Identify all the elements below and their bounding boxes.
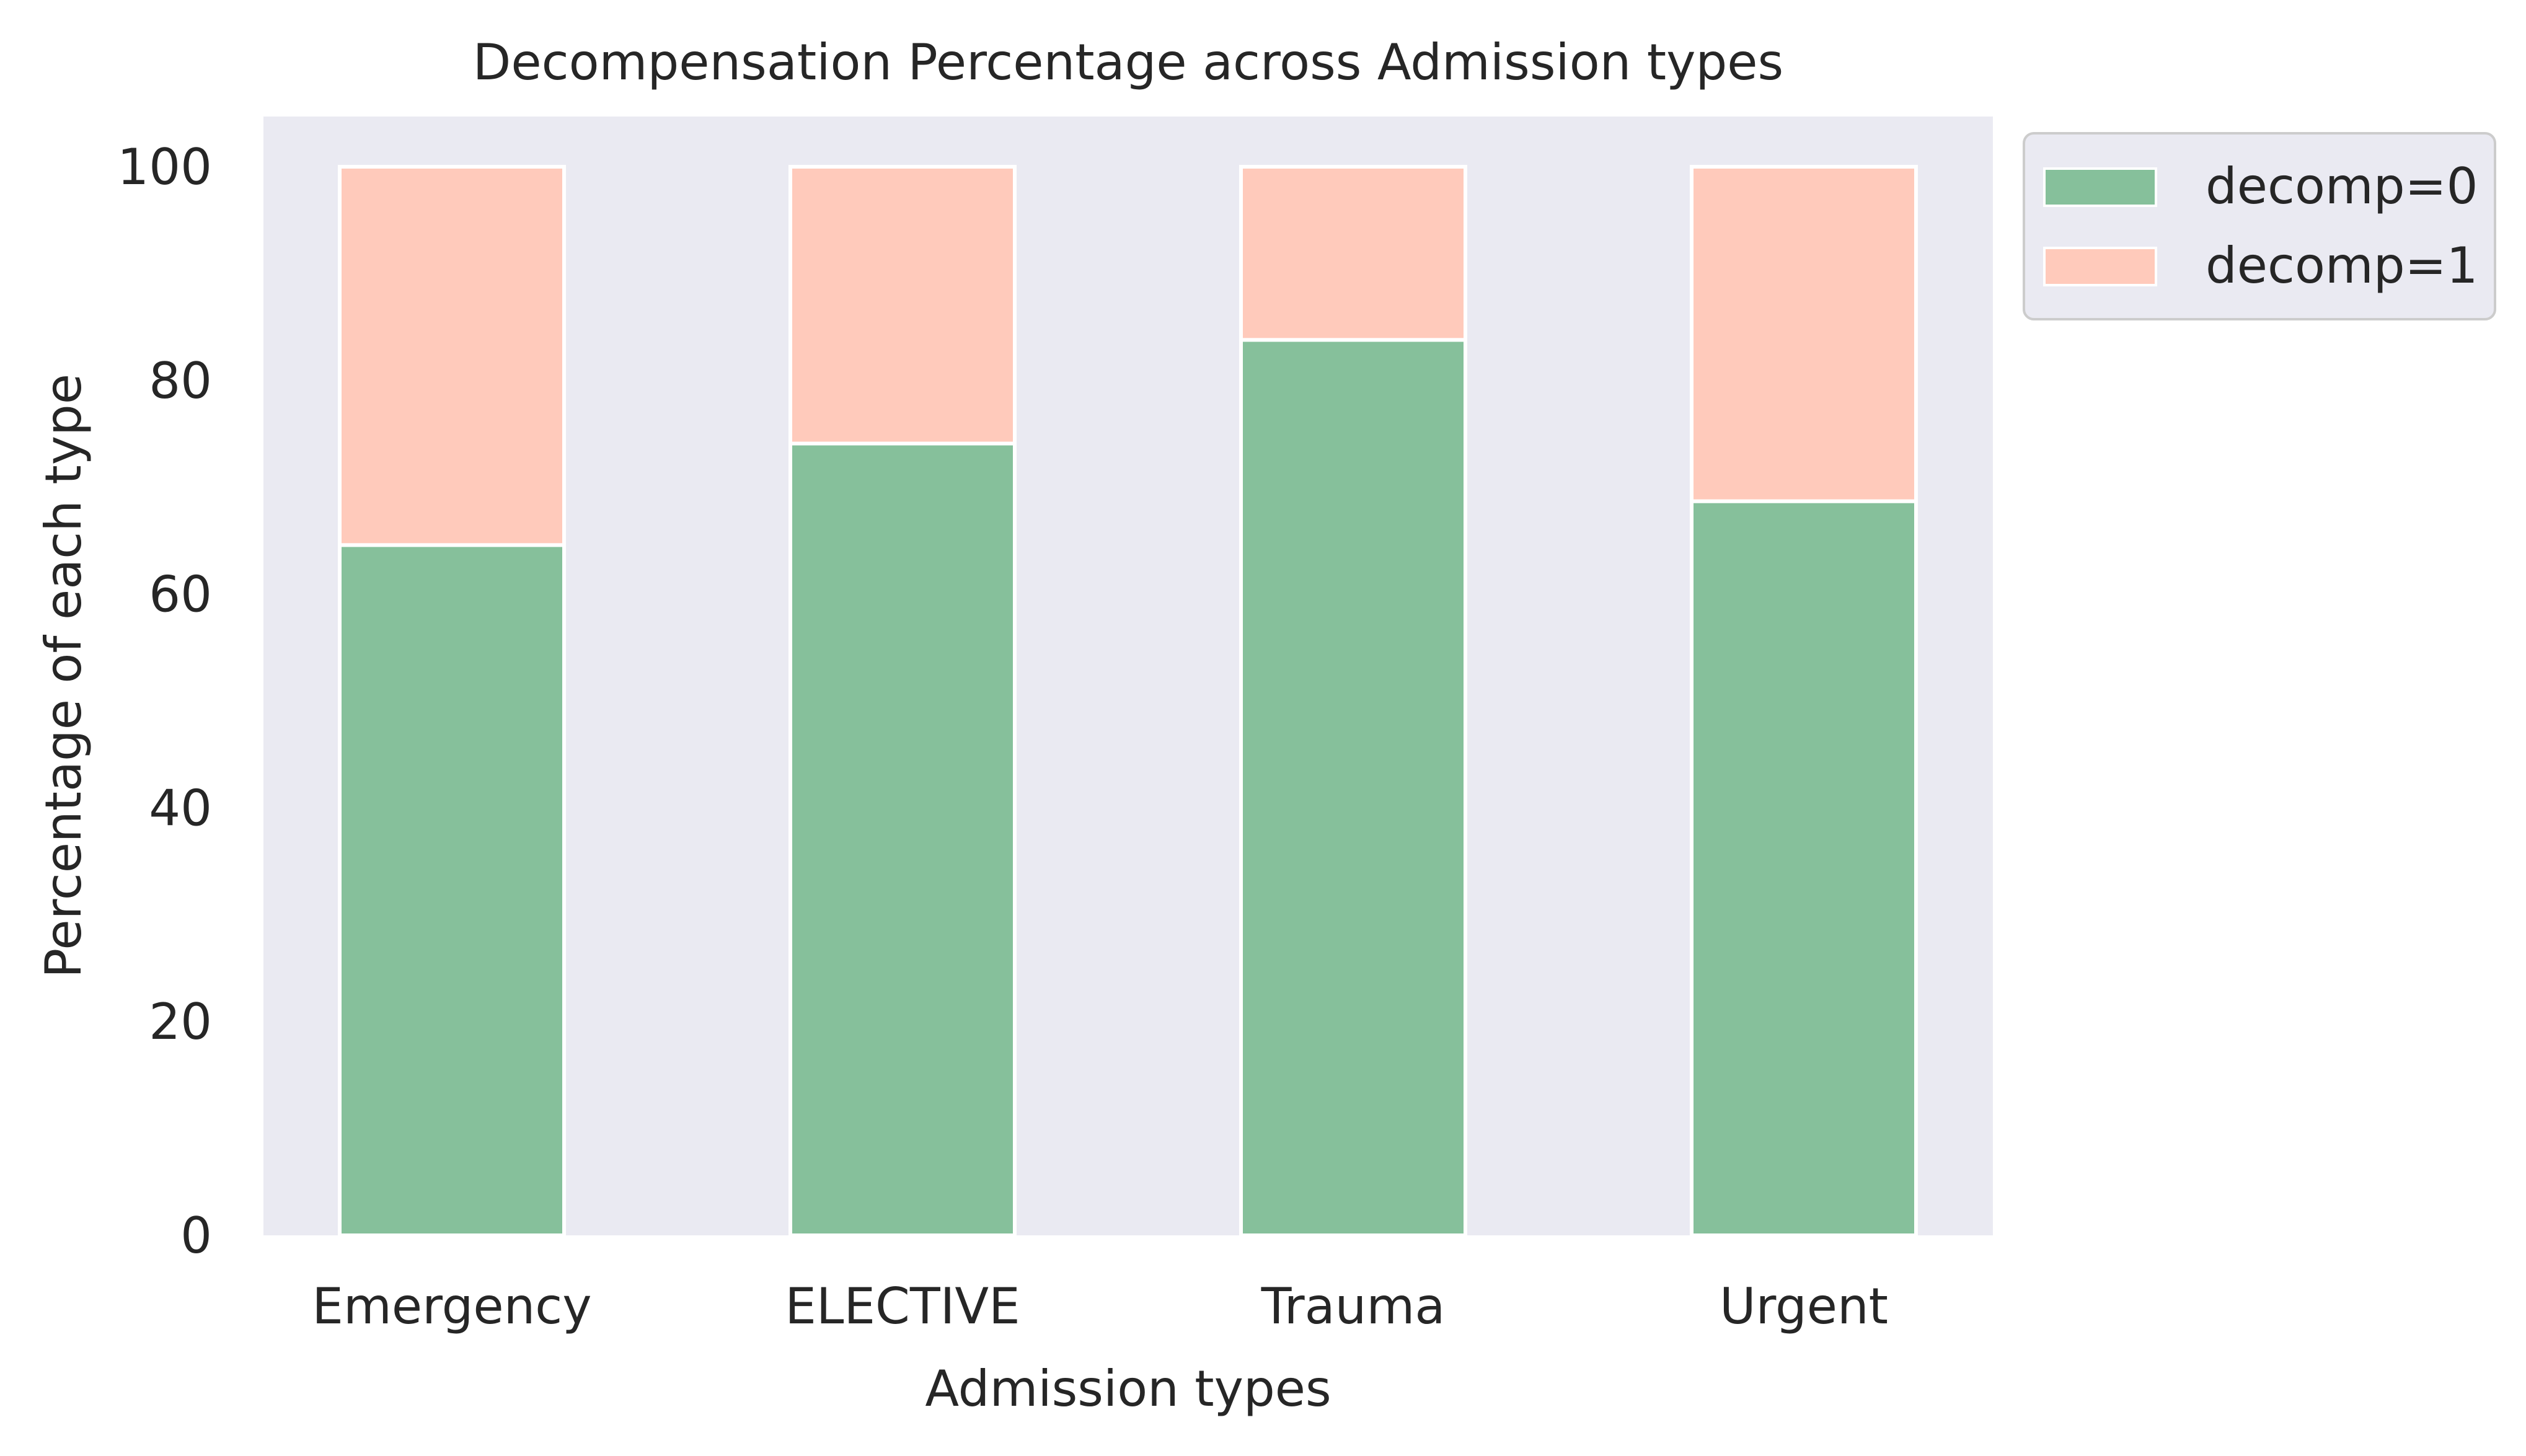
bar-emergency-decomp-0	[338, 543, 566, 1238]
y-tick-label: 0	[180, 1207, 212, 1264]
x-tick-label: Trauma	[1261, 1277, 1446, 1335]
bar-urgent-decomp-0	[1690, 499, 1918, 1237]
bar-emergency-decomp-1	[338, 165, 566, 547]
y-axis-label: Percentage of each type	[35, 374, 92, 978]
legend-swatch-decomp-0	[2043, 167, 2157, 207]
y-tick-label: 40	[149, 779, 212, 837]
x-tick-label: Emergency	[312, 1277, 591, 1335]
y-tick-label: 20	[149, 993, 212, 1051]
bars-layer	[338, 165, 1918, 1238]
bar-urgent-decomp-1	[1690, 165, 1918, 503]
legend-swatch-decomp-1	[2043, 247, 2157, 286]
y-tick-label: 100	[117, 138, 212, 196]
bar-elective-decomp-0	[788, 441, 1017, 1238]
bar-trauma-decomp-1	[1239, 165, 1467, 342]
legend-label-decomp-1: decomp=1	[2206, 237, 2478, 294]
bar-elective-decomp-1	[788, 165, 1017, 446]
x-tick-label: Urgent	[1720, 1277, 1888, 1335]
y-axis-ticks: 0 20 40 60 80 100	[117, 138, 212, 1264]
legend: decomp=0 decomp=1	[2023, 132, 2496, 320]
y-tick-label: 80	[149, 352, 212, 410]
legend-label-decomp-0: decomp=0	[2206, 157, 2478, 215]
x-axis-ticks: Emergency ELECTIVE Trauma Urgent	[312, 1277, 1888, 1335]
y-tick-label: 60	[149, 566, 212, 624]
x-tick-label: ELECTIVE	[785, 1277, 1020, 1335]
x-axis-label: Admission types	[925, 1360, 1331, 1418]
bar-trauma-decomp-0	[1239, 338, 1467, 1237]
chart-title: Decompensation Percentage across Admissi…	[473, 33, 1783, 91]
